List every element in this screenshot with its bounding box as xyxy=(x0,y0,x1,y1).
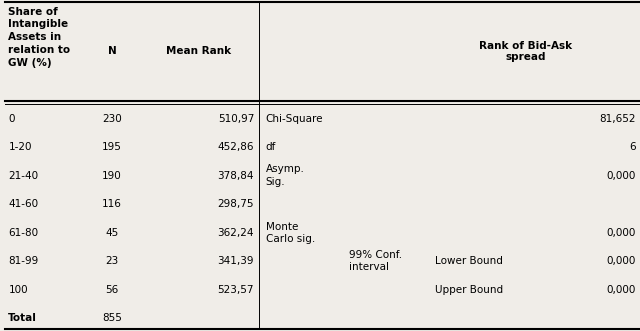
Text: 298,75: 298,75 xyxy=(218,199,254,209)
Text: 21-40: 21-40 xyxy=(8,171,38,181)
Text: Rank of Bid-Ask
spread: Rank of Bid-Ask spread xyxy=(479,40,572,62)
Text: 81,652: 81,652 xyxy=(599,114,636,123)
Text: 0: 0 xyxy=(8,114,15,123)
Text: 195: 195 xyxy=(102,142,122,152)
Text: Monte
Carlo sig.: Monte Carlo sig. xyxy=(266,221,315,244)
Text: Chi-Square: Chi-Square xyxy=(266,114,323,123)
Text: 523,57: 523,57 xyxy=(218,285,254,295)
Text: Total: Total xyxy=(8,313,37,323)
Text: 99% Conf.
interval: 99% Conf. interval xyxy=(349,250,402,272)
Text: 190: 190 xyxy=(102,171,122,181)
Text: 0,000: 0,000 xyxy=(606,171,636,181)
Text: 100: 100 xyxy=(8,285,28,295)
Text: 81-99: 81-99 xyxy=(8,256,38,266)
Text: 0,000: 0,000 xyxy=(606,228,636,238)
Text: Lower Bound: Lower Bound xyxy=(435,256,503,266)
Text: Share of
Intangible
Assets in
relation to
GW (%): Share of Intangible Assets in relation t… xyxy=(8,7,70,68)
Text: N: N xyxy=(108,46,116,56)
Text: 362,24: 362,24 xyxy=(218,228,254,238)
Text: Upper Bound: Upper Bound xyxy=(435,285,503,295)
Text: 0,000: 0,000 xyxy=(606,256,636,266)
Text: 0,000: 0,000 xyxy=(606,285,636,295)
Text: 45: 45 xyxy=(106,228,118,238)
Text: 510,97: 510,97 xyxy=(218,114,254,123)
Text: 378,84: 378,84 xyxy=(218,171,254,181)
Text: df: df xyxy=(266,142,276,152)
Text: Mean Rank: Mean Rank xyxy=(166,46,231,56)
Text: 116: 116 xyxy=(102,199,122,209)
Text: 855: 855 xyxy=(102,313,122,323)
Text: 1-20: 1-20 xyxy=(8,142,32,152)
Text: 61-80: 61-80 xyxy=(8,228,38,238)
Text: 23: 23 xyxy=(106,256,118,266)
Text: Asymp.
Sig.: Asymp. Sig. xyxy=(266,165,305,187)
Text: 341,39: 341,39 xyxy=(218,256,254,266)
Text: 6: 6 xyxy=(629,142,636,152)
Text: 452,86: 452,86 xyxy=(218,142,254,152)
Text: 56: 56 xyxy=(106,285,118,295)
Text: 230: 230 xyxy=(102,114,122,123)
Text: 41-60: 41-60 xyxy=(8,199,38,209)
